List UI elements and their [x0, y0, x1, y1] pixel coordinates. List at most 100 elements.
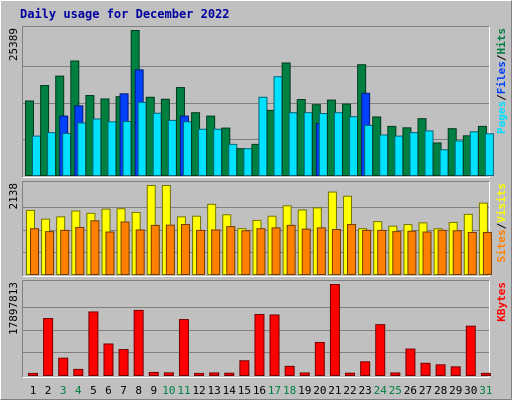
bar-pages-day-18 — [288, 112, 298, 177]
x-tick-label-day-22: 22 — [343, 384, 356, 397]
bar-sites-day-13 — [211, 229, 221, 275]
bar-sites-day-20 — [316, 227, 326, 275]
legend-visits: Visits — [495, 183, 508, 223]
bar-pages-day-16 — [258, 96, 268, 176]
bar-sites-day-2 — [45, 231, 55, 275]
x-tick-label-day-23: 23 — [359, 384, 372, 397]
bar-kbytes-day-14 — [224, 372, 235, 376]
legend-pages: Pages — [495, 101, 508, 134]
legend-separator: / — [495, 94, 508, 101]
bar-sites-day-14 — [226, 226, 236, 275]
legend-separator: / — [495, 54, 508, 61]
bar-pages-day-27 — [424, 130, 434, 177]
x-tick-label-day-21: 21 — [328, 384, 341, 397]
panel-visits: 2138 Sites/Visits — [7, 181, 508, 277]
panel-kbytes: 17897813 KBytes — [7, 280, 508, 378]
bar-pages-day-7 — [122, 121, 132, 176]
legend-separator: / — [495, 222, 508, 229]
bar-kbytes-day-28 — [435, 364, 446, 377]
bar-sites-day-18 — [286, 224, 296, 276]
legend-kbytes: KBytes — [495, 282, 508, 322]
bar-pages-day-3 — [62, 133, 72, 177]
bar-kbytes-day-24 — [375, 324, 386, 376]
x-tick-label-day-28: 28 — [434, 384, 447, 397]
bar-sites-day-24 — [377, 229, 387, 275]
bar-pages-day-17 — [273, 76, 283, 176]
bar-kbytes-day-16 — [254, 313, 265, 377]
x-tick-label-day-1: 1 — [30, 384, 37, 397]
x-tick-label-day-17: 17 — [268, 384, 281, 397]
legend-visits: Sites/Visits — [495, 183, 508, 263]
bar-kbytes-day-30 — [465, 325, 476, 376]
bar-kbytes-day-15 — [239, 360, 250, 377]
bar-kbytes-day-12 — [194, 372, 205, 376]
bar-sites-day-1 — [30, 228, 39, 276]
bar-kbytes-day-6 — [103, 343, 114, 376]
legend-files: Files — [495, 61, 508, 94]
bar-sites-day-17 — [271, 227, 281, 275]
x-tick-label-day-30: 30 — [464, 384, 477, 397]
bar-kbytes-day-5 — [88, 311, 99, 377]
bar-sites-day-29 — [452, 230, 462, 275]
x-tick-label-day-8: 8 — [135, 384, 142, 397]
bar-pages-day-11 — [182, 121, 192, 176]
bar-hits-day-2 — [40, 85, 50, 176]
bar-kbytes-day-1 — [28, 372, 38, 376]
x-tick-label-day-4: 4 — [75, 384, 82, 397]
x-tick-label-day-24: 24 — [374, 384, 388, 397]
bar-sites-day-25 — [392, 231, 402, 275]
bar-pages-day-22 — [349, 116, 359, 177]
bar-sites-day-23 — [362, 229, 372, 275]
bar-sites-day-31 — [482, 231, 492, 276]
bar-pages-day-4 — [77, 122, 87, 176]
x-tick-label-day-31: 31 — [479, 384, 492, 397]
x-tick-label-day-5: 5 — [90, 384, 97, 397]
bar-sites-day-9 — [150, 224, 160, 276]
bar-sites-day-6 — [105, 231, 115, 275]
max-label-hits: 25389 — [7, 28, 20, 61]
bar-sites-day-11 — [180, 224, 190, 275]
bar-sites-day-10 — [165, 224, 175, 275]
bar-kbytes-day-11 — [178, 319, 189, 376]
legend-hits: Hits — [495, 28, 508, 55]
bar-sites-day-4 — [75, 226, 85, 275]
x-tick-label-day-2: 2 — [45, 384, 52, 397]
bar-kbytes-day-27 — [420, 362, 431, 377]
x-tick-label-day-20: 20 — [313, 384, 326, 397]
bar-kbytes-day-31 — [480, 372, 491, 376]
bar-pages-day-15 — [243, 148, 253, 177]
bar-pages-day-21 — [333, 112, 343, 177]
bar-pages-day-28 — [439, 149, 449, 177]
bar-pages-day-29 — [454, 140, 464, 176]
bar-pages-day-19 — [303, 112, 313, 177]
bar-kbytes-day-2 — [43, 318, 54, 377]
bar-kbytes-day-8 — [133, 309, 144, 377]
x-tick-label-day-26: 26 — [404, 384, 417, 397]
bar-kbytes-day-17 — [269, 314, 280, 376]
bar-kbytes-day-4 — [73, 368, 84, 376]
bar-pages-day-5 — [92, 118, 102, 176]
bar-pages-day-14 — [228, 143, 238, 176]
bar-pages-day-12 — [198, 128, 208, 176]
bar-kbytes-day-23 — [360, 361, 371, 376]
bar-sites-day-26 — [407, 230, 417, 275]
bar-kbytes-day-22 — [345, 372, 356, 376]
bar-kbytes-day-3 — [58, 357, 69, 377]
bar-sites-day-28 — [437, 229, 447, 275]
bar-kbytes-day-10 — [163, 372, 174, 377]
bar-kbytes-day-9 — [148, 371, 159, 376]
x-tick-label-day-19: 19 — [298, 384, 311, 397]
bar-sites-day-12 — [196, 229, 206, 275]
bar-pages-day-26 — [409, 132, 419, 176]
bar-sites-day-3 — [60, 229, 70, 275]
bar-kbytes-day-21 — [329, 284, 340, 376]
bar-pages-day-1 — [32, 135, 41, 176]
bar-pages-day-10 — [167, 119, 177, 176]
max-label-visits: 2138 — [7, 183, 20, 210]
x-tick-label-day-16: 16 — [253, 384, 266, 397]
bar-pages-day-13 — [213, 128, 223, 176]
x-tick-label-day-27: 27 — [419, 384, 432, 397]
bar-sites-day-27 — [422, 231, 432, 275]
